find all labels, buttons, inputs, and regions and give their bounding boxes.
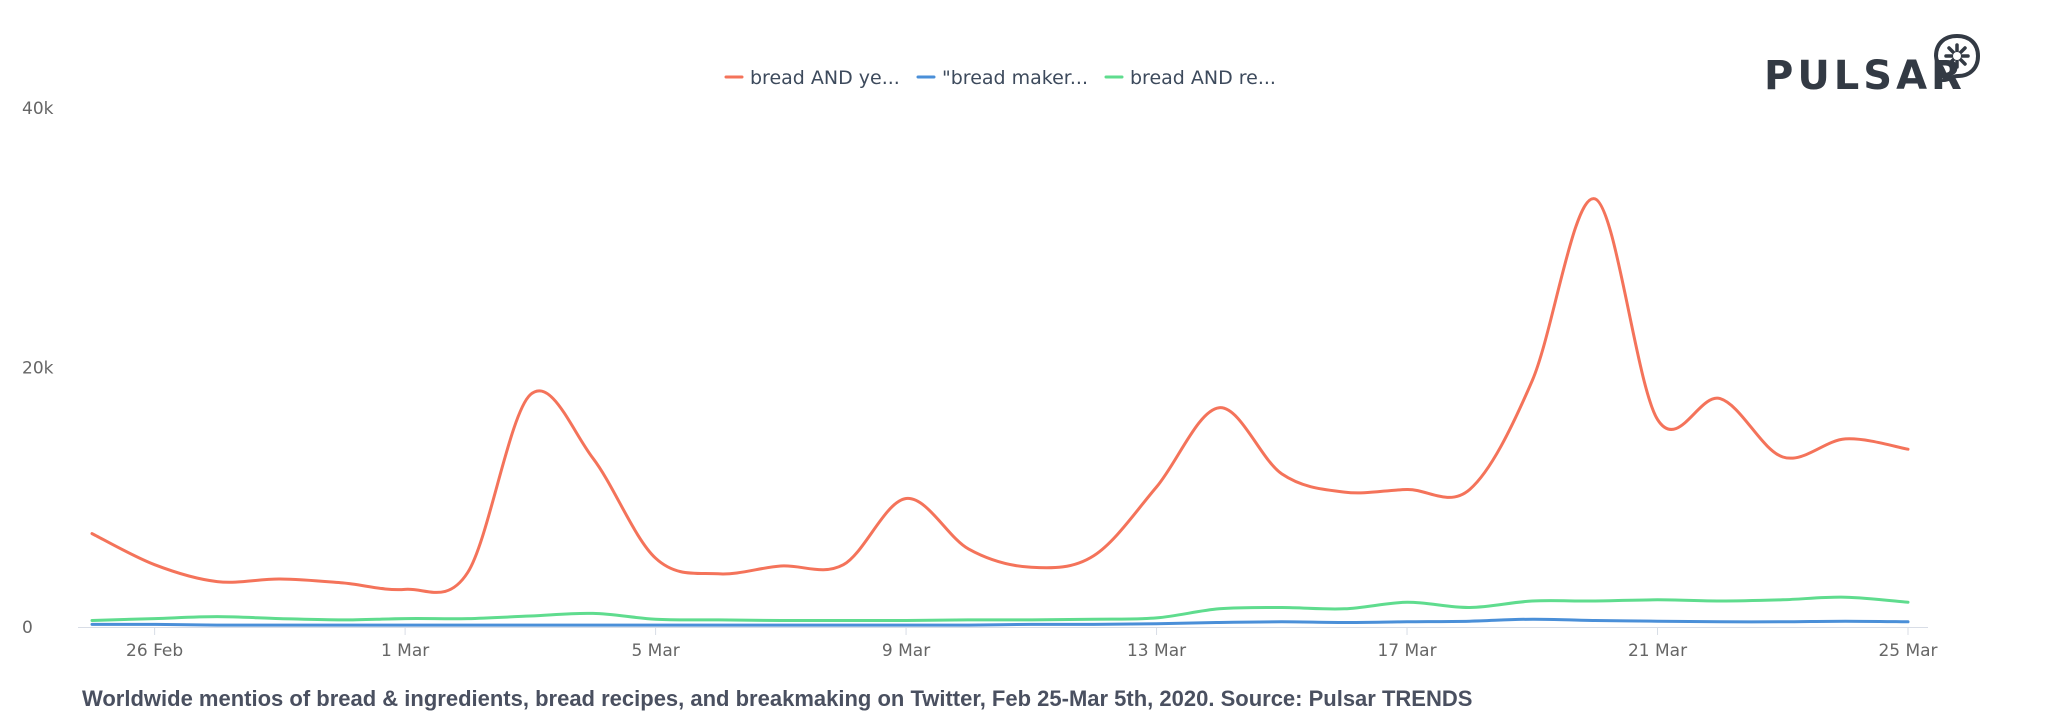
y-tick-label: 20k bbox=[22, 359, 54, 379]
series-line[interactable] bbox=[90, 595, 1910, 623]
x-tick-label: 13 Mar bbox=[1127, 641, 1186, 661]
series-line[interactable] bbox=[90, 197, 1910, 594]
x-tick-label: 1 Mar bbox=[381, 641, 429, 661]
logo-text: PULSAR bbox=[1764, 53, 1966, 99]
x-tick-label: 25 Mar bbox=[1878, 641, 1937, 661]
series-lines bbox=[90, 197, 1910, 627]
y-tick-label: 40k bbox=[22, 99, 54, 119]
x-tick-label: 9 Mar bbox=[882, 641, 930, 661]
x-tick-label: 17 Mar bbox=[1377, 641, 1436, 661]
x-tick-label: 26 Feb bbox=[126, 641, 183, 661]
series-line[interactable] bbox=[90, 617, 1910, 627]
legend-item[interactable]: bread AND re... bbox=[1104, 67, 1276, 89]
legend-label: "bread maker... bbox=[942, 67, 1088, 89]
legend-item[interactable]: bread AND ye... bbox=[724, 67, 900, 89]
legend[interactable]: bread AND ye... "bread maker... bread AND … bbox=[724, 67, 1276, 89]
legend-label: bread AND re... bbox=[1130, 67, 1276, 89]
x-tick-label: 5 Mar bbox=[631, 641, 679, 661]
pulsar-star-icon bbox=[1933, 33, 1981, 82]
chart-caption: Worldwide mentios of bread & ingredients… bbox=[82, 686, 1473, 711]
y-tick-label: 0 bbox=[22, 618, 33, 638]
legend-label: bread AND ye... bbox=[750, 67, 900, 89]
axes: 0 20k 40k 26 Feb 1 Mar 5 Mar 9 Mar 13 Mar 17 Mar… bbox=[22, 99, 1938, 661]
legend-item[interactable]: "bread maker... bbox=[916, 67, 1088, 89]
x-tick-label: 21 Mar bbox=[1628, 641, 1687, 661]
